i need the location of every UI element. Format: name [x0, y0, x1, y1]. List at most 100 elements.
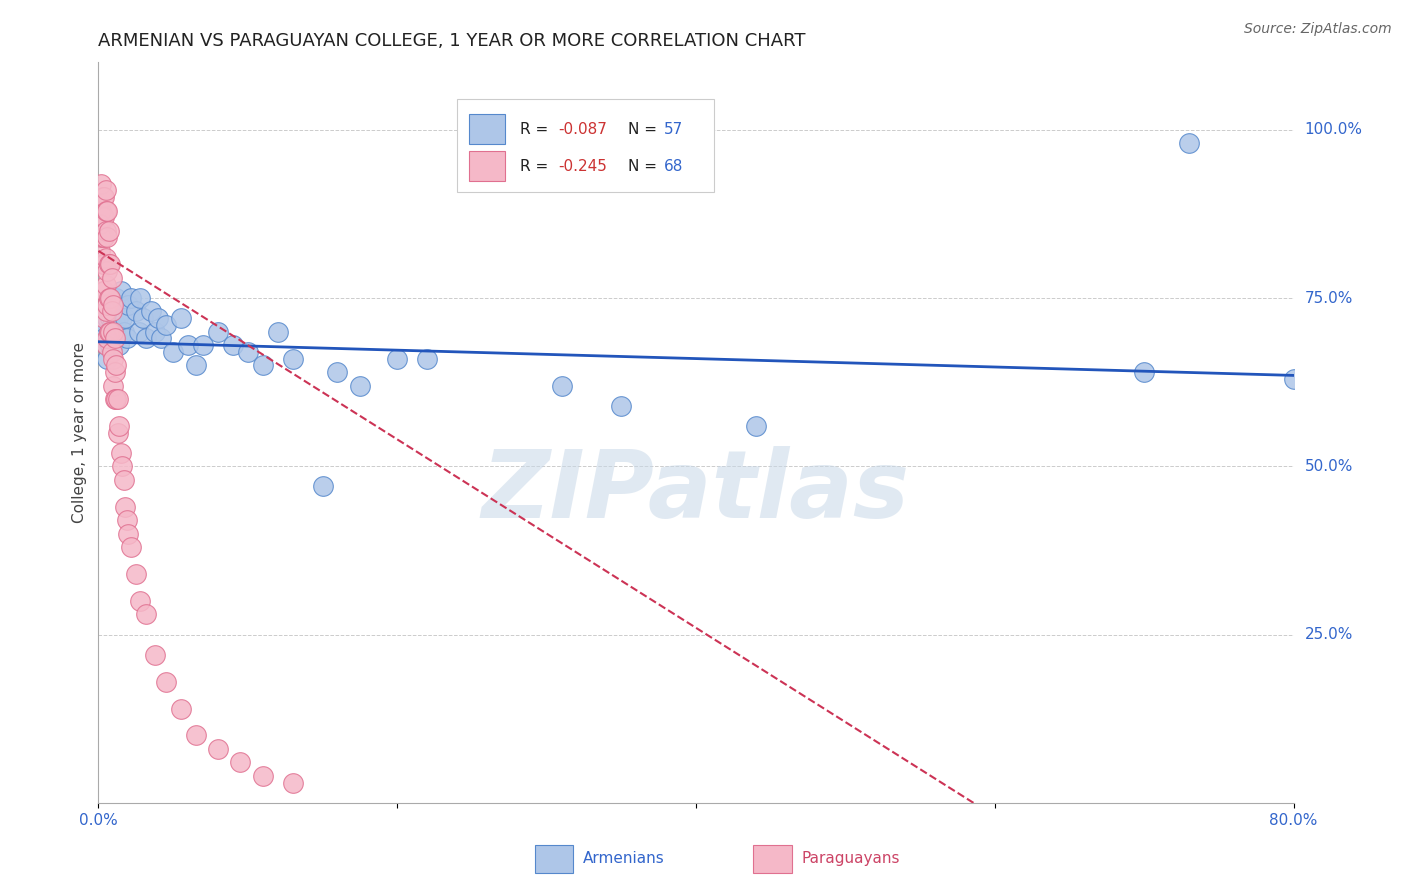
Text: 57: 57	[664, 121, 683, 136]
Point	[93, 311, 115, 326]
Text: Source: ZipAtlas.com: Source: ZipAtlas.com	[1244, 22, 1392, 37]
Point	[93, 190, 115, 204]
Point	[105, 318, 128, 332]
Text: ZIPatlas: ZIPatlas	[482, 446, 910, 538]
Point	[94, 304, 117, 318]
Point	[550, 378, 572, 392]
Point	[103, 298, 125, 312]
FancyBboxPatch shape	[754, 845, 792, 873]
Point	[114, 500, 136, 514]
Point	[111, 311, 134, 326]
Point	[281, 775, 304, 789]
Text: 68: 68	[664, 159, 683, 174]
Point	[107, 425, 129, 440]
Point	[90, 230, 112, 244]
Point	[169, 311, 191, 326]
Point	[184, 359, 207, 373]
Point	[150, 331, 173, 345]
Point	[236, 344, 259, 359]
Point	[745, 418, 768, 433]
Point	[1133, 365, 1156, 379]
Point	[94, 251, 117, 265]
Point	[139, 304, 162, 318]
Point	[94, 224, 117, 238]
Point	[96, 203, 118, 218]
Point	[1282, 372, 1305, 386]
Point	[101, 318, 124, 332]
Point	[98, 311, 122, 326]
Point	[105, 291, 128, 305]
Point	[98, 291, 122, 305]
Point	[191, 338, 214, 352]
Text: Paraguayans: Paraguayans	[801, 851, 900, 866]
Point	[91, 285, 114, 299]
FancyBboxPatch shape	[470, 152, 505, 181]
Point	[184, 729, 207, 743]
Point	[96, 298, 118, 312]
Point	[229, 756, 252, 770]
Text: ARMENIAN VS PARAGUAYAN COLLEGE, 1 YEAR OR MORE CORRELATION CHART: ARMENIAN VS PARAGUAYAN COLLEGE, 1 YEAR O…	[98, 32, 806, 50]
Point	[97, 291, 120, 305]
Point	[148, 311, 170, 326]
Point	[94, 338, 117, 352]
Point	[97, 325, 120, 339]
Point	[91, 318, 114, 332]
Point	[108, 338, 131, 352]
Point	[98, 257, 122, 271]
Point	[115, 331, 138, 345]
Point	[105, 359, 128, 373]
Point	[416, 351, 439, 366]
Point	[120, 540, 142, 554]
Point	[135, 331, 157, 345]
Point	[97, 325, 120, 339]
Point	[97, 257, 120, 271]
FancyBboxPatch shape	[534, 845, 572, 873]
Point	[1178, 136, 1201, 151]
Point	[125, 566, 148, 581]
Point	[107, 392, 129, 406]
Point	[143, 325, 166, 339]
Point	[311, 479, 333, 493]
Text: 75.0%: 75.0%	[1305, 291, 1353, 305]
Point	[103, 325, 125, 339]
Point	[110, 285, 132, 299]
Point	[103, 378, 125, 392]
FancyBboxPatch shape	[457, 99, 714, 192]
Point	[97, 224, 120, 238]
Point	[112, 325, 135, 339]
Point	[101, 270, 124, 285]
Point	[252, 359, 274, 373]
Point	[105, 392, 128, 406]
Point	[96, 264, 118, 278]
Point	[207, 742, 229, 756]
Point	[103, 338, 125, 352]
Point	[91, 190, 114, 204]
Point	[385, 351, 409, 366]
Text: -0.087: -0.087	[558, 121, 607, 136]
Point	[91, 211, 114, 225]
Text: -0.245: -0.245	[558, 159, 607, 174]
Point	[155, 674, 177, 689]
Text: N =: N =	[628, 121, 662, 136]
Point	[94, 277, 117, 292]
Point	[103, 304, 125, 318]
Point	[90, 325, 112, 339]
Point	[281, 351, 304, 366]
Point	[96, 230, 118, 244]
Point	[107, 311, 129, 326]
Point	[120, 291, 142, 305]
Point	[112, 473, 135, 487]
Point	[207, 325, 229, 339]
Text: R =: R =	[520, 159, 554, 174]
Point	[252, 769, 274, 783]
Point	[143, 648, 166, 662]
Point	[96, 351, 118, 366]
Point	[135, 607, 157, 622]
Point	[117, 298, 139, 312]
Text: Armenians: Armenians	[582, 851, 664, 866]
Point	[90, 203, 112, 218]
Point	[90, 177, 112, 191]
Point	[104, 325, 127, 339]
Point	[110, 446, 132, 460]
Point	[94, 203, 117, 218]
